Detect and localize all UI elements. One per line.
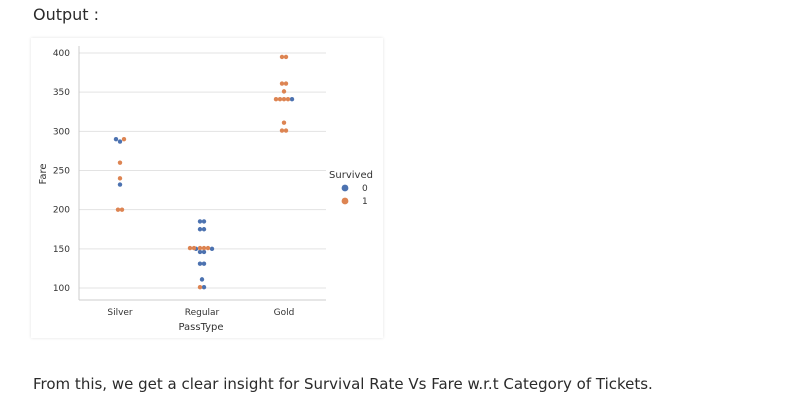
y-tick-label: 100 xyxy=(53,284,70,294)
legend-label: 0 xyxy=(362,184,368,194)
data-point-survived-1 xyxy=(197,245,203,251)
output-label: Output : xyxy=(33,5,100,24)
data-point-survived-1 xyxy=(279,54,285,60)
data-point-survived-0 xyxy=(197,261,203,266)
data-point-survived-1 xyxy=(283,128,289,133)
data-point-survived-1 xyxy=(197,285,203,290)
data-point-survived-1 xyxy=(121,136,127,142)
data-point-survived-0 xyxy=(201,249,207,255)
x-tick-labels: Silver Regular Gold xyxy=(107,308,294,318)
legend-title: Survived xyxy=(329,170,373,181)
data-point-survived-0 xyxy=(197,227,203,232)
data-point-survived-1 xyxy=(273,97,279,102)
y-axis-title: Fare xyxy=(38,163,49,184)
y-tick-label: 350 xyxy=(53,88,70,98)
data-point-survived-0 xyxy=(113,136,119,142)
caption-text: From this, we get a clear insight for Su… xyxy=(33,375,653,393)
legend-marker xyxy=(341,184,349,192)
x-tick-label: Regular xyxy=(185,308,220,318)
y-tick-label: 250 xyxy=(53,167,70,177)
data-point-survived-1 xyxy=(187,245,193,251)
data-point-survived-0 xyxy=(117,182,123,187)
data-points xyxy=(113,54,295,290)
y-tick-label: 300 xyxy=(53,127,70,137)
data-point-survived-1 xyxy=(283,54,289,60)
data-point-survived-0 xyxy=(117,139,123,144)
data-point-survived-0 xyxy=(197,249,203,255)
data-point-survived-1 xyxy=(119,207,125,212)
data-point-survived-0 xyxy=(209,246,215,252)
data-point-survived-1 xyxy=(115,207,121,212)
legend: Survived 0 1 xyxy=(329,170,373,207)
data-point-survived-1 xyxy=(279,128,285,133)
axes xyxy=(78,46,326,301)
data-point-survived-1 xyxy=(277,97,283,102)
data-point-survived-1 xyxy=(201,245,207,251)
data-point-survived-1 xyxy=(117,160,123,165)
data-point-survived-0 xyxy=(197,219,203,224)
data-point-survived-1 xyxy=(117,176,123,181)
data-point-survived-1 xyxy=(283,81,289,86)
data-point-survived-1 xyxy=(205,245,211,251)
data-point-survived-1 xyxy=(191,245,197,251)
data-point-survived-1 xyxy=(285,97,291,102)
data-point-survived-0 xyxy=(199,277,205,282)
y-tick-label: 200 xyxy=(53,206,70,216)
data-point-survived-0 xyxy=(201,261,207,266)
data-point-survived-1 xyxy=(279,81,285,86)
data-point-survived-0 xyxy=(289,97,295,102)
legend-label: 1 xyxy=(362,197,368,207)
x-axis-title: PassType xyxy=(178,322,223,333)
data-point-survived-0 xyxy=(201,285,207,290)
x-tick-label: Gold xyxy=(274,308,295,318)
data-point-survived-1 xyxy=(281,89,287,94)
y-tick-labels: 100 150 200 250 300 350 400 xyxy=(53,49,70,294)
data-point-survived-1 xyxy=(281,120,287,125)
x-tick-label: Silver xyxy=(107,308,133,318)
data-point-survived-0 xyxy=(201,219,207,224)
y-tick-label: 400 xyxy=(53,49,70,59)
chart-card: 100 150 200 250 300 350 400 Silver Regular Gold … xyxy=(31,38,383,338)
legend-marker xyxy=(341,197,349,205)
data-point-survived-0 xyxy=(201,227,207,232)
y-tick-label: 150 xyxy=(53,245,70,255)
data-point-survived-1 xyxy=(281,97,287,102)
